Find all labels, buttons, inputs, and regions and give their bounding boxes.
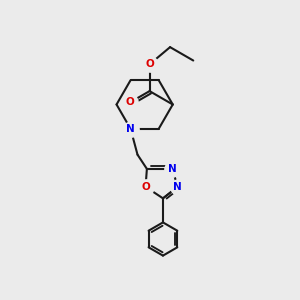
Text: N: N [173, 182, 182, 192]
Text: N: N [126, 124, 135, 134]
Text: N: N [168, 164, 177, 174]
Text: O: O [141, 182, 150, 192]
Text: O: O [145, 59, 154, 69]
Text: O: O [125, 98, 134, 107]
